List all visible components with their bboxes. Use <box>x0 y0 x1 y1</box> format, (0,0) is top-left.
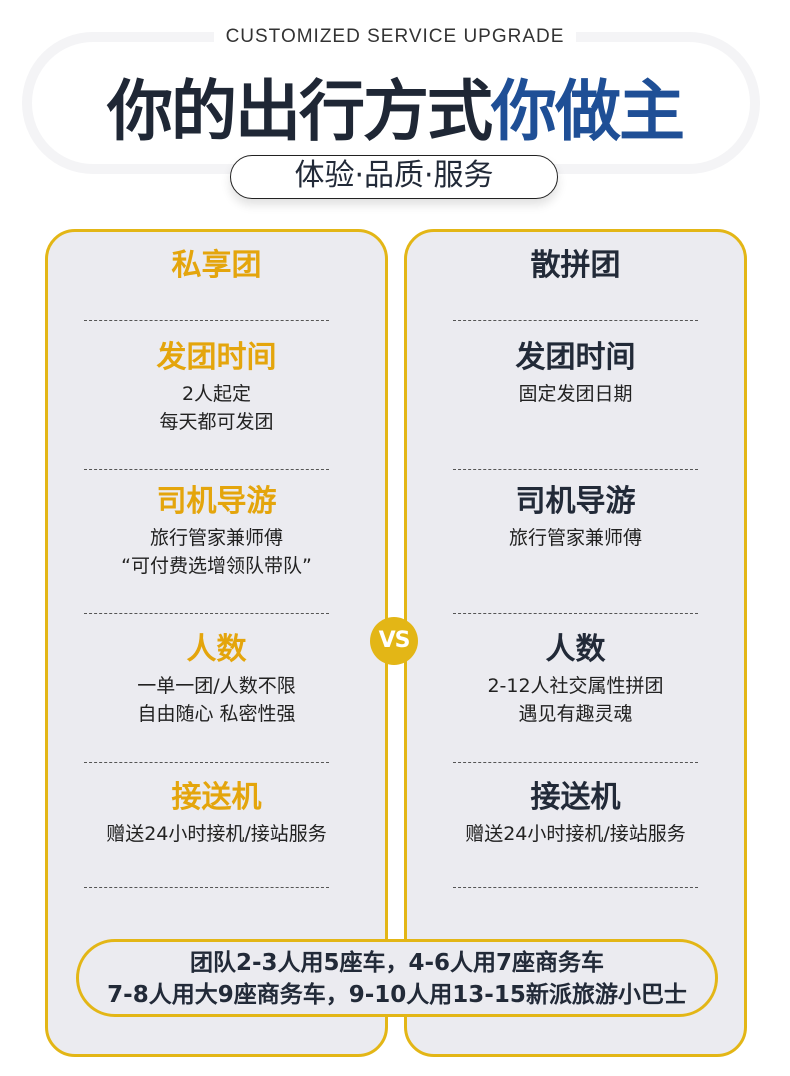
section-heading: 司机导游 <box>515 484 636 519</box>
section-line: 2人起定 <box>181 383 252 405</box>
vehicle-note: 团队2-3人用5座车，4-6人用7座商务车 7-8人用大9座商务车，9-10人用… <box>76 939 718 1017</box>
comparison-section: 人数一单一团/人数不限 自由随心 私密性强 <box>48 632 385 728</box>
subtitle-en: CUSTOMIZED SERVICE UPGRADE <box>213 26 577 47</box>
dashed-divider <box>453 762 698 763</box>
section-line: 2-12人社交属性拼团 <box>487 675 664 697</box>
section-line: 旅行管家兼师傅 <box>508 527 642 549</box>
dashed-divider <box>84 887 329 888</box>
section-line: 遇见有趣灵魂 <box>518 703 633 725</box>
section-heading: 接送机 <box>171 780 262 815</box>
section-line: 固定发团日期 <box>518 383 633 405</box>
section-heading: 发团时间 <box>515 340 636 375</box>
dashed-divider <box>453 320 698 321</box>
vs-badge: VS <box>370 617 418 665</box>
group-tour-card: 散拼团发团时间固定发团日期司机导游旅行管家兼师傅人数 2-12人社交属性拼团 遇见有… <box>404 229 747 1057</box>
comparison-section: 司机导游旅行管家兼师傅 <box>407 484 744 552</box>
dashed-divider <box>453 887 698 888</box>
comparison-section: 发团时间固定发团日期 <box>407 340 744 408</box>
dashed-divider <box>84 613 329 614</box>
section-line: 旅行管家兼师傅 <box>149 527 283 549</box>
comparison-section: 接送机赠送24小时接机/接站服务 <box>407 780 744 848</box>
section-heading: 司机导游 <box>156 484 277 519</box>
section-line: “可付费选增领队带队” <box>121 555 312 577</box>
card-title: 散拼团 <box>530 248 621 283</box>
section-heading: 发团时间 <box>156 340 277 375</box>
comparison-section: 人数 2-12人社交属性拼团 遇见有趣灵魂 <box>407 632 744 728</box>
dashed-divider <box>453 469 698 470</box>
comparison-section: 发团时间 2人起定每天都可发团 <box>48 340 385 436</box>
section-line: 每天都可发团 <box>159 411 274 433</box>
private-tour-card: 私享团发团时间 2人起定每天都可发团司机导游旅行管家兼师傅 “可付费选增领队带队” 人… <box>45 229 388 1057</box>
section-heading: 人数 <box>186 632 247 667</box>
comparison-section: 司机导游旅行管家兼师傅 “可付费选增领队带队” <box>48 484 385 580</box>
section-heading: 人数 <box>545 632 606 667</box>
dashed-divider <box>453 613 698 614</box>
section-line: 一单一团/人数不限 <box>137 675 296 697</box>
dashed-divider <box>84 762 329 763</box>
section-heading: 接送机 <box>530 780 621 815</box>
dashed-divider <box>84 320 329 321</box>
card-title: 私享团 <box>171 248 262 283</box>
comparison-section: 接送机赠送24小时接机/接站服务 <box>48 780 385 848</box>
tagline: 体验·品质·服务 <box>230 155 558 199</box>
section-line: 赠送24小时接机/接站服务 <box>106 823 327 845</box>
section-line: 自由随心 私密性强 <box>137 703 296 725</box>
page-title: 你的出行方式你做主 <box>107 73 685 150</box>
dashed-divider <box>84 469 329 470</box>
section-line: 赠送24小时接机/接站服务 <box>465 823 686 845</box>
